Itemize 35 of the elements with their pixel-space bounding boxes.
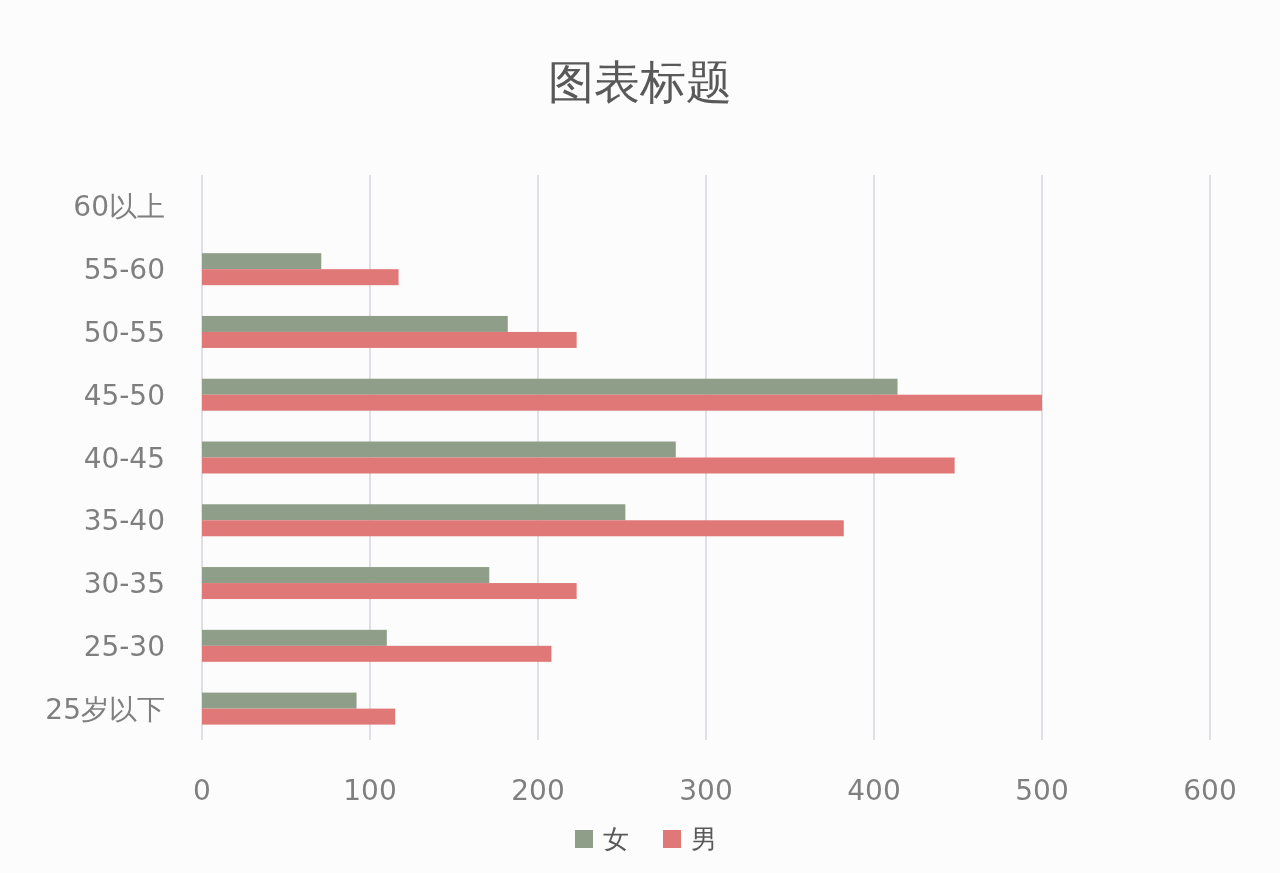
x-tick-label: 300 — [679, 774, 733, 807]
y-tick-label: 45-50 — [83, 378, 165, 412]
bar — [202, 708, 396, 725]
x-tick-label: 400 — [847, 774, 901, 807]
x-tick-label: 0 — [193, 774, 211, 807]
y-tick-label: 25-30 — [83, 629, 165, 663]
y-tick-label: 50-55 — [83, 315, 165, 349]
legend-label: 男 — [691, 824, 717, 854]
bar — [202, 269, 399, 286]
bar — [202, 583, 577, 600]
y-tick-label: 60以上 — [73, 190, 165, 224]
y-tick-label: 55-60 — [83, 253, 165, 287]
bar — [202, 520, 844, 537]
x-tick-label: 600 — [1183, 774, 1237, 807]
bar — [202, 315, 508, 332]
bar — [202, 378, 898, 395]
bar — [202, 567, 490, 584]
x-tick-label: 200 — [511, 774, 565, 807]
chart-title: 图表标题 — [548, 55, 732, 109]
y-tick-label: 25岁以下 — [45, 692, 165, 726]
bar — [202, 394, 1042, 411]
x-tick-label: 100 — [343, 774, 397, 807]
bar — [202, 629, 387, 646]
y-tick-label: 35-40 — [83, 504, 165, 538]
bar — [202, 331, 577, 348]
x-tick-label: 500 — [1015, 774, 1069, 807]
y-tick-label: 30-35 — [83, 567, 165, 601]
y-tick-label: 40-45 — [83, 441, 165, 475]
bar — [202, 441, 676, 458]
bar — [202, 504, 626, 521]
legend-label: 女 — [603, 824, 629, 854]
bar — [202, 692, 357, 709]
bar — [202, 645, 552, 662]
bar — [202, 457, 955, 474]
bar — [202, 253, 322, 270]
